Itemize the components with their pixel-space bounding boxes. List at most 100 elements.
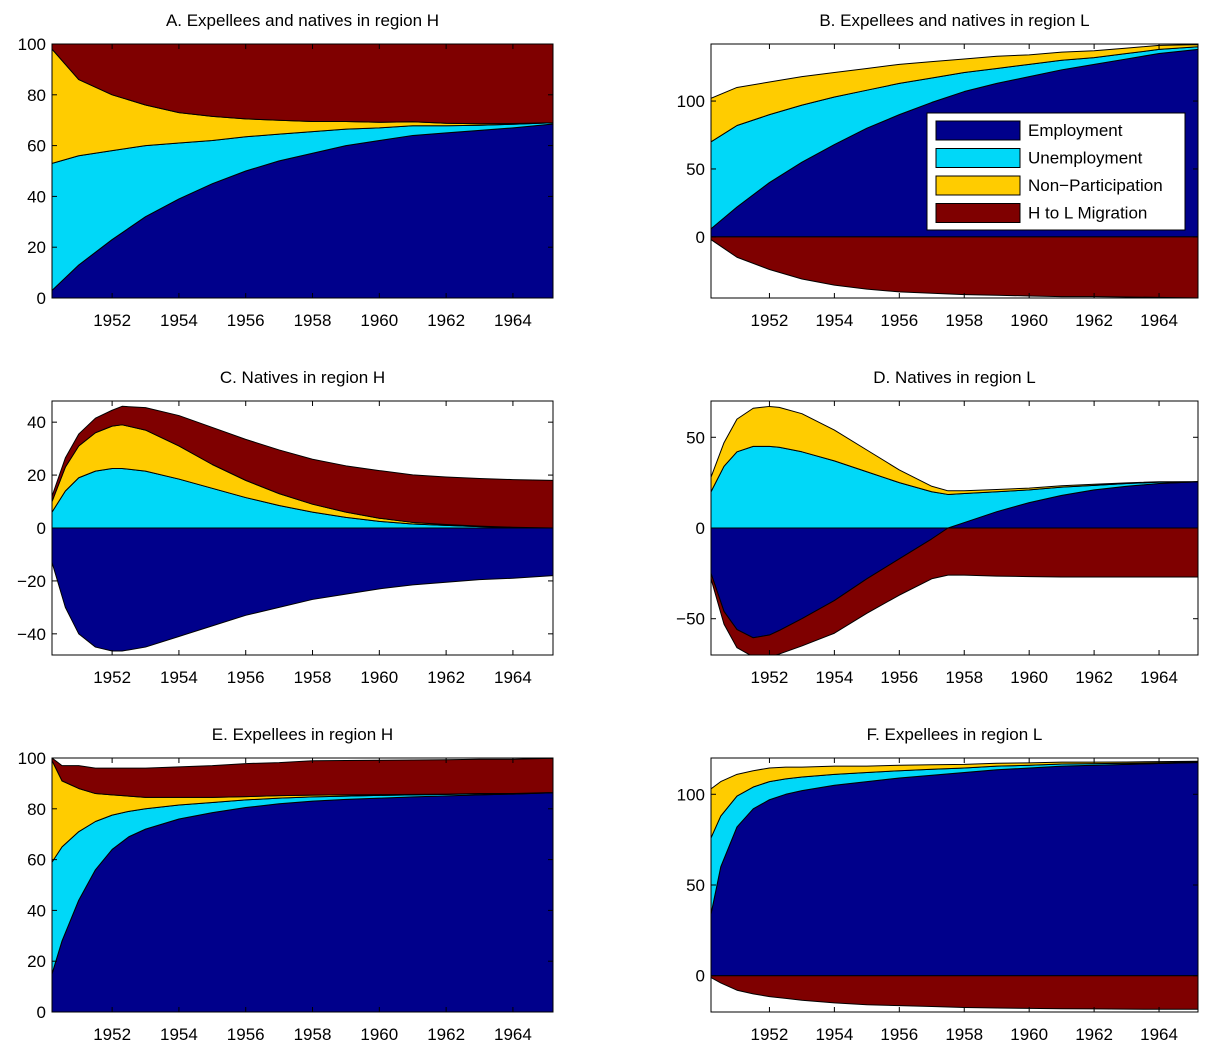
y-tick-label: 100 [677,92,705,111]
y-tick-label: −40 [17,625,46,644]
x-tick-label: 1962 [1075,311,1113,330]
area-employment [52,527,553,652]
y-tick-label: 0 [696,967,705,986]
legend-swatch-unemployment [935,148,1021,168]
x-tick-label: 1958 [945,1025,983,1044]
x-tick-label: 1960 [1010,668,1048,687]
y-tick-label: 60 [27,851,46,870]
panel-f: 1952 1954 1956 1958 1960 1962 1964 0 50 100 F. Exp… [677,725,1199,1044]
legend-label-unemployment: Unemployment [1028,149,1143,168]
y-tick-label: −50 [676,610,705,629]
y-tick-label: 40 [27,901,46,920]
x-tick-label: 1964 [494,311,532,330]
area-layers [52,44,553,298]
x-tick-label: 1954 [160,668,198,687]
x-tick-label: 1960 [1010,1025,1048,1044]
x-tick-label: 1960 [360,311,398,330]
x-tick-label: 1958 [294,1025,332,1044]
y-tick-label: 0 [37,289,46,308]
y-tick-label: 50 [686,160,705,179]
area-migration [52,44,553,125]
area-layers [52,758,553,1012]
x-tick-label: 1962 [427,1025,465,1044]
x-tick-label: 1954 [815,668,853,687]
y-tick-label: −20 [17,572,46,591]
x-tick-label: 1956 [880,1025,918,1044]
area-non-participation [711,405,1198,495]
y-tick-label: 100 [18,749,46,768]
y-tick-label: 20 [27,238,46,257]
y-tick-label: 100 [677,785,705,804]
x-tick-label: 1954 [815,1025,853,1044]
area-migration [52,758,553,798]
x-tick-label: 1962 [427,668,465,687]
legend-label-non-participation: Non−Participation [1028,176,1163,195]
chart-title: D. Natives in region L [873,368,1036,387]
area-migration [711,527,1198,655]
x-tick-label: 1952 [93,311,131,330]
chart-title: E. Expellees in region H [212,725,393,744]
y-tick-label: 60 [27,137,46,156]
x-tick-label: 1954 [160,1025,198,1044]
legend-swatch-non-participation [935,175,1021,196]
area-migration [711,236,1198,298]
area-layers [711,760,1198,1010]
y-tick-label: 80 [27,800,46,819]
x-tick-label: 1956 [227,668,265,687]
legend-swatch-migration [935,203,1021,223]
y-tick-label: 40 [27,413,46,432]
area-migration [711,975,1198,1010]
x-tick-label: 1960 [360,668,398,687]
chart-title: B. Expellees and natives in region L [819,11,1089,30]
x-tick-label: 1962 [427,311,465,330]
x-tick-label: 1952 [751,311,789,330]
x-tick-label: 1956 [227,311,265,330]
panel-c: 1952 1954 1956 1958 1960 1962 1964 −40 −20 0 20 40 C… [17,368,554,687]
x-tick-label: 1964 [494,1025,532,1044]
x-tick-label: 1960 [360,1025,398,1044]
x-tick-label: 1956 [880,668,918,687]
legend-label-employment: Employment [1028,121,1123,140]
panel-d: 1952 1954 1956 1958 1960 1962 1964 −50 0 50 D. Nat… [676,368,1199,687]
x-tick-label: 1954 [160,311,198,330]
x-tick-label: 1958 [294,668,332,687]
chart-title: F. Expellees in region L [867,725,1043,744]
chart-title: C. Natives in region H [220,368,385,387]
chart-title: A. Expellees and natives in region H [166,11,439,30]
y-tick-label: 0 [696,228,705,247]
x-tick-label: 1958 [945,668,983,687]
axes-box [51,757,554,1013]
x-tick-label: 1952 [93,1025,131,1044]
x-tick-label: 1962 [1075,668,1113,687]
x-tick-label: 1964 [494,668,532,687]
y-tick-label: 20 [27,466,46,485]
panel-a: 1952 1954 1956 1958 1960 1962 1964 0 20 40 60 80 100… [18,11,554,330]
x-tick-label: 1954 [815,311,853,330]
area-layers [711,405,1198,655]
y-tick-label: 50 [686,428,705,447]
x-tick-label: 1964 [1140,668,1178,687]
x-tick-label: 1964 [1140,1025,1178,1044]
axes-box [710,43,1199,299]
y-tick-label: 0 [37,519,46,538]
x-tick-label: 1956 [227,1025,265,1044]
y-tick-label: 0 [37,1003,46,1022]
x-tick-label: 1958 [294,311,332,330]
axes-box [51,43,554,299]
y-tick-label: 80 [27,86,46,105]
x-tick-label: 1952 [93,668,131,687]
x-tick-label: 1962 [1075,1025,1113,1044]
x-tick-label: 1964 [1140,311,1178,330]
y-tick-label: 100 [18,35,46,54]
area-layers [52,405,553,652]
area-non-participation [711,760,1198,839]
legend: Employment Unemployment Non−Participation H… [926,112,1186,231]
x-tick-label: 1958 [945,311,983,330]
legend-swatch-employment [935,120,1021,141]
x-tick-label: 1952 [751,668,789,687]
x-tick-label: 1960 [1010,311,1048,330]
y-tick-label: 0 [696,519,705,538]
y-tick-label: 50 [686,876,705,895]
y-tick-label: 20 [27,952,46,971]
